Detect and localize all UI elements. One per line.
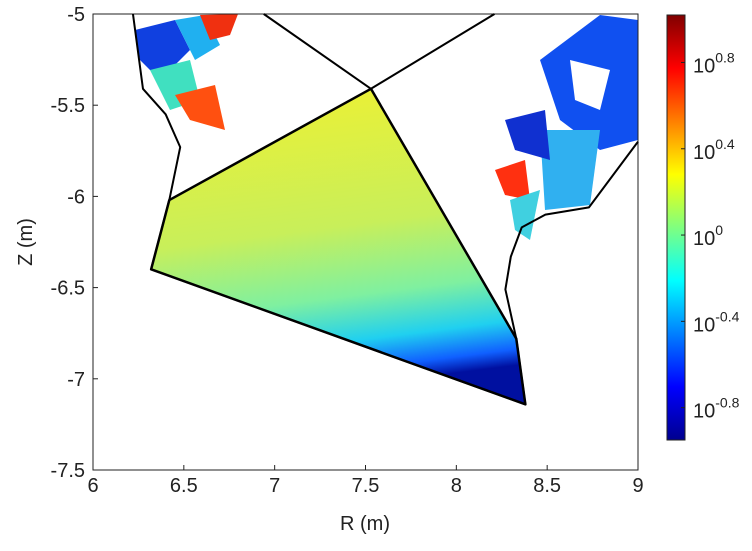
y-tick-label: -6.5 [51,278,85,300]
colorbar-tick-label: 10-0.8 [693,395,740,423]
mesh-patch [135,20,190,80]
x-tick-label: 8.5 [533,475,561,497]
colorbar-tick-label: 100.8 [693,49,735,77]
colorbar [666,14,686,441]
x-tick-label: 8 [451,475,462,497]
boundary-line [263,13,496,90]
x-tick-label: 6.5 [170,475,198,497]
colorbar-tick-label: 100 [693,222,723,250]
mesh-patch [570,60,610,110]
y-axis-label: Z (m) [15,218,37,266]
colorbar-tick-label: 100.4 [693,136,735,164]
tick-exponent: -0.8 [715,395,739,411]
tick-exponent: -0.4 [715,308,739,324]
y-tick-label: -6 [67,186,85,208]
y-tick-label: -5 [67,4,85,26]
mesh-patch [510,190,540,240]
tick-base: 10 [693,142,715,164]
x-tick-label: 9 [632,475,643,497]
x-tick-label: 6 [87,475,98,497]
tick-base: 10 [693,314,715,336]
y-tick-label: -5.5 [51,95,85,117]
tick-base: 10 [693,401,715,423]
tick-exponent: 0.8 [715,49,735,65]
x-tick-label: 7 [269,475,280,497]
y-tick-label: -7 [67,369,85,391]
x-tick-label: 7.5 [352,475,380,497]
colorbar-tick-label: 10-0.4 [693,308,740,336]
x-axis-label: R (m) [340,513,390,535]
mesh-patch [200,14,238,40]
tick-base: 10 [693,55,715,77]
tick-base: 10 [693,228,715,250]
mesh-patch [505,110,550,160]
mesh-patch [540,130,600,210]
tick-exponent: 0 [715,222,723,238]
mesh-patch [175,85,225,130]
mesh-patch [495,160,530,200]
filled-region [149,87,527,406]
tick-exponent: 0.4 [715,136,735,152]
mesh-patches [135,14,638,240]
y-tick-label: -7.5 [51,460,85,482]
